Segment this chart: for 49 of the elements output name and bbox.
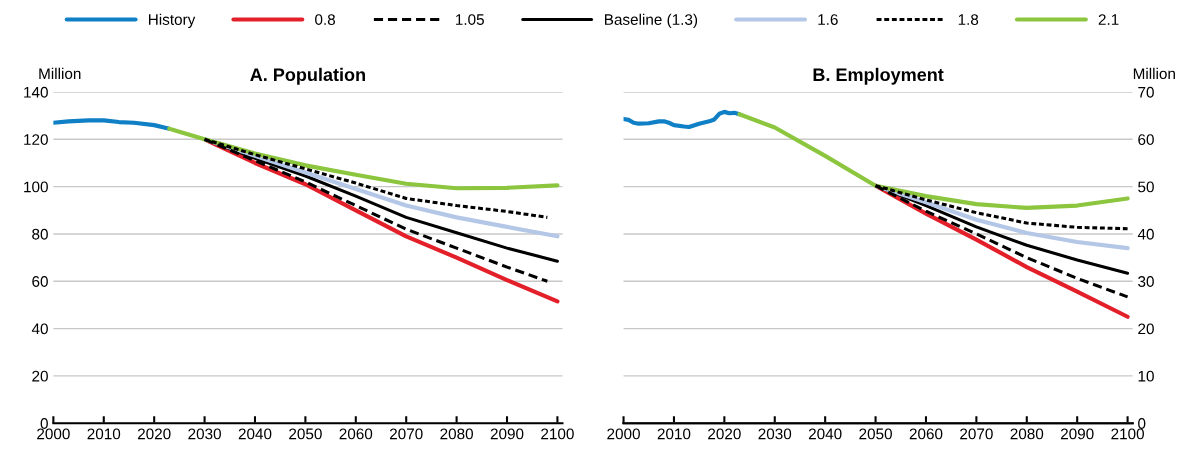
x-tick-label: 2000 (607, 428, 640, 440)
y-tick-label: 20 (32, 370, 48, 382)
legend-label: 1.05 (456, 14, 484, 25)
y2-tick-label: 0 (1138, 418, 1146, 429)
y-axis-title: Million (39, 67, 81, 80)
x-tick-label: 2040 (238, 428, 272, 440)
x-tick-label: 2000 (37, 428, 70, 440)
legend-label: History (149, 13, 196, 28)
x-tick-label: 2070 (389, 428, 423, 440)
x-tick-label: 2060 (339, 428, 373, 440)
x-tick-label: 2080 (440, 428, 473, 440)
y2-tick-label: 70 (1138, 86, 1154, 98)
x-tick-label: 2050 (289, 428, 322, 440)
y-tick-label: 0 (40, 418, 48, 429)
legend-label: 2.1 (1098, 14, 1119, 25)
y2-tick-label: 30 (1138, 276, 1154, 287)
chart-title: A. Population (250, 67, 365, 85)
y-tick-label: 120 (24, 134, 48, 145)
y-tick-label: 100 (24, 181, 48, 193)
y2-tick-label: 60 (1138, 134, 1154, 145)
y2-tick-label: 10 (1138, 370, 1154, 382)
x-tick-label: 2030 (188, 428, 221, 440)
legend-label: 0.8 (315, 14, 336, 25)
y-tick-label: 80 (32, 228, 48, 240)
y2-axis-title: Million (1133, 67, 1175, 80)
y-tick-label: 40 (31, 323, 48, 335)
x-tick-label: 2040 (808, 428, 842, 440)
x-tick-label: 2100 (1111, 428, 1144, 440)
x-tick-label: 2080 (1010, 428, 1044, 440)
x-tick-label: 2090 (1060, 428, 1094, 440)
y-tick-label: 60 (32, 276, 48, 287)
x-tick-label: 2020 (137, 428, 171, 440)
x-tick-label: 2010 (87, 428, 121, 440)
y2-tick-label: 40 (1137, 228, 1154, 240)
legend-label: Baseline (1.3) (605, 13, 698, 28)
y-tick-label: 140 (24, 86, 48, 98)
x-tick-label: 2090 (490, 428, 524, 440)
y2-tick-label: 20 (1138, 323, 1154, 335)
x-tick-label: 2010 (657, 428, 691, 440)
legend-label: 1.6 (818, 14, 838, 25)
x-tick-label: 2050 (859, 428, 892, 440)
x-tick-label: 2070 (960, 428, 993, 440)
legend-label: 1.8 (958, 14, 979, 25)
y2-tick-label: 50 (1138, 181, 1154, 193)
chart-title: B. Employment (813, 67, 944, 85)
x-tick-label: 2030 (758, 428, 792, 440)
x-tick-label: 2060 (909, 428, 943, 440)
x-tick-label: 2020 (708, 428, 741, 440)
x-tick-label: 2100 (541, 428, 574, 440)
